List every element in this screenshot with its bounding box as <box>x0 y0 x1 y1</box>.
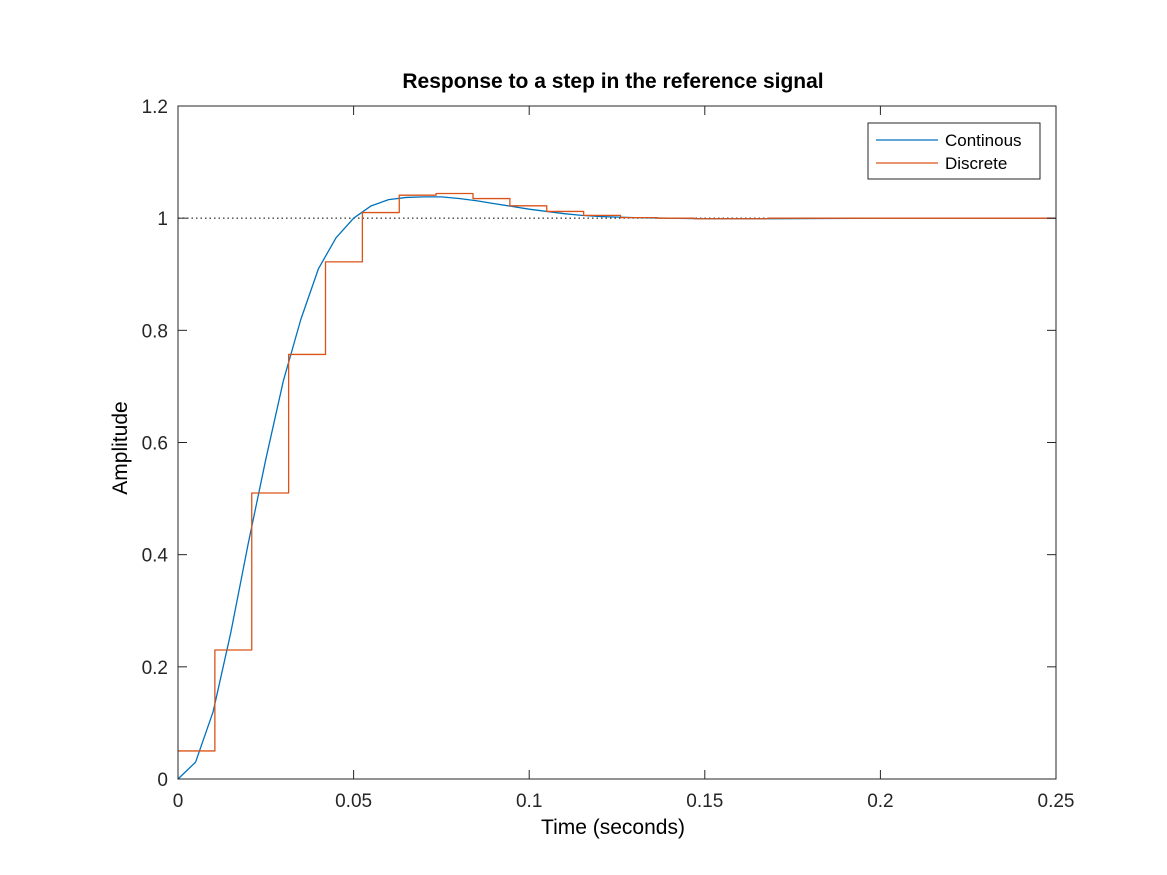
legend-label-discrete: Discrete <box>945 154 1007 173</box>
y-tick-label: 1 <box>157 209 168 230</box>
y-tick-label: 0.8 <box>142 321 168 342</box>
y-tick-label: 0.2 <box>142 658 168 679</box>
x-tick-label: 0.2 <box>867 791 893 812</box>
y-axis-label: Amplitude <box>109 401 132 494</box>
x-tick-label: 0 <box>173 791 184 812</box>
x-axis-label: Time (seconds) <box>541 816 685 839</box>
x-tick-label: 0.1 <box>516 791 542 812</box>
y-tick-label: 0 <box>157 770 168 791</box>
x-tick-label: 0.25 <box>1038 791 1075 812</box>
plot-layer: 0 0.05 0.1 0.15 0.2 0.25 0 0.2 0.4 0.6 0.8 1 1.2 <box>142 97 1075 812</box>
y-tick-label: 1.2 <box>142 97 168 118</box>
legend: Continous Discrete <box>867 122 1041 180</box>
y-tick-label: 0.6 <box>142 434 168 455</box>
y-tick-label: 0.4 <box>142 546 169 567</box>
x-tick-label: 0.15 <box>686 791 723 812</box>
chart-title: Response to a step in the reference sign… <box>402 70 823 93</box>
x-tick-label: 0.05 <box>335 791 372 812</box>
plot-area <box>178 106 1056 779</box>
legend-box <box>867 122 1041 180</box>
legend-label-continous: Continous <box>945 131 1022 150</box>
series-line-discrete <box>178 192 1056 752</box>
